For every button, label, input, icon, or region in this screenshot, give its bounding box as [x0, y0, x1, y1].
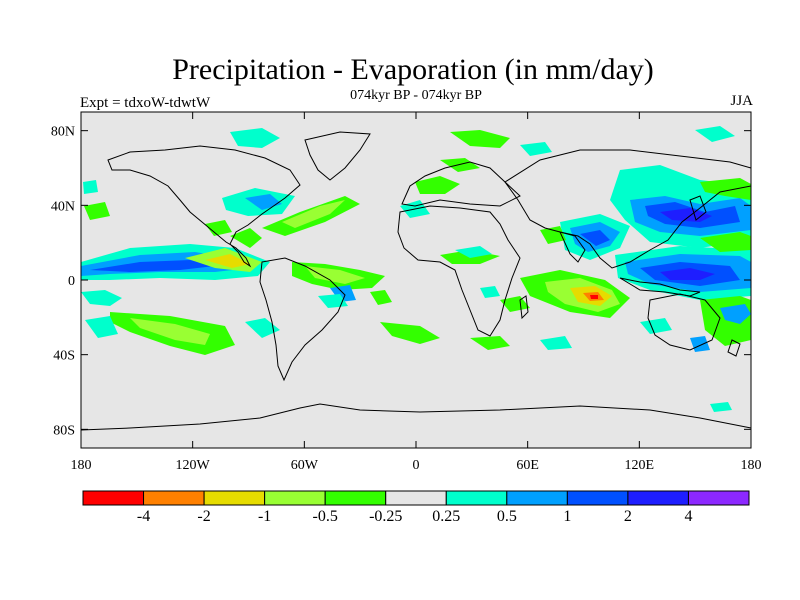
field-patch [540, 336, 572, 350]
coastline-madagascar [519, 295, 529, 320]
field-patch [380, 322, 440, 344]
plot-title: Precipitation - Evaporation (in mm/day) [172, 53, 654, 86]
colorbar-swatch [445, 490, 508, 506]
colorbar-label: -2 [197, 508, 210, 525]
field-patch [640, 318, 672, 334]
lon-tick-label: 60E [516, 458, 539, 473]
colorbar-label: 2 [624, 508, 632, 525]
field-patch [130, 318, 210, 345]
field-patch [540, 226, 566, 244]
field-patch [85, 316, 118, 338]
lat-tick-label: 0 [68, 274, 75, 289]
colorbar-swatch [687, 490, 750, 506]
lat-tick-label: 40S [53, 349, 75, 364]
colorbar-label: 0.5 [497, 508, 517, 525]
coastlines [80, 131, 752, 431]
colorbar-swatch [506, 490, 568, 506]
field-patch [282, 200, 345, 228]
season-label: JJA [730, 93, 753, 109]
colorbar-swatch [203, 490, 266, 506]
coastline-antarctica [80, 403, 752, 431]
field-patch [245, 318, 280, 338]
field-patch [205, 254, 250, 268]
lon-tick-label: 120E [625, 458, 655, 473]
lat-tick-label: 80N [51, 125, 75, 140]
field-patch [318, 294, 348, 308]
field-patch [700, 178, 751, 200]
field-patch [455, 246, 492, 258]
coastline-africa [397, 205, 521, 337]
coastline-indonesia [619, 277, 701, 297]
coastline-south-america [259, 257, 346, 382]
colorbar-swatch [264, 490, 326, 506]
field-patch [370, 290, 392, 305]
field-patch [710, 402, 732, 412]
coastline-asia [504, 149, 752, 269]
lat-tick-label: 40N [51, 199, 75, 214]
field-patch [590, 295, 598, 299]
field-patch [90, 260, 215, 272]
field-patch [520, 142, 552, 156]
lon-tick-label: 180 [741, 458, 762, 473]
field-patch [695, 126, 735, 142]
colorbar-swatch [385, 490, 447, 506]
field-patch [230, 228, 262, 248]
coastline-japan [689, 195, 707, 221]
field-patch [450, 130, 510, 148]
coastline-north-america [107, 145, 301, 268]
colorbar-label: -0.25 [369, 508, 402, 525]
lon-tick-label: 0 [413, 458, 420, 473]
colorbar-swatch [143, 490, 205, 506]
longitude-axis: 180 120W 60W 0 60E 120E 180 [71, 112, 762, 473]
lon-tick-label: 120W [176, 458, 211, 473]
coastline-india [559, 231, 586, 263]
field-patch [660, 268, 715, 280]
coastline-greenland [304, 131, 371, 181]
field-patch [700, 232, 751, 252]
latitude-axis: 80N 40N 0 40S 80S [51, 125, 751, 438]
plot-subtitle: 074kyr BP - 074kyr BP [350, 88, 482, 103]
lon-tick-label: 180 [71, 458, 92, 473]
colorbar-swatch [82, 490, 145, 506]
colorbar-label: -4 [137, 508, 150, 525]
field-patch [480, 286, 500, 298]
field-patch [305, 266, 365, 284]
field-patch [720, 304, 751, 324]
colorbar-label: 0.25 [432, 508, 460, 525]
field-patch [500, 296, 530, 312]
field-shading [81, 126, 751, 412]
field-patch [415, 176, 460, 194]
colorbar-label: -0.5 [313, 508, 338, 525]
field-patch [205, 220, 232, 236]
colorbar-swatch [324, 490, 387, 506]
colorbar-label: 4 [684, 508, 692, 525]
colorbar-swatch [627, 490, 689, 506]
field-patch [470, 336, 510, 350]
field-patch [580, 230, 610, 246]
lat-tick-label: 80S [53, 423, 75, 438]
colorbar: -4 -2 -1 -0.5 -0.25 0.25 0.5 1 2 4 [82, 490, 750, 525]
colorbar-swatch [566, 490, 629, 506]
field-patch [230, 128, 280, 148]
lon-tick-label: 60W [291, 458, 319, 473]
coastline-new-zealand [727, 339, 741, 357]
field-patch [660, 208, 712, 222]
field-patch [81, 290, 122, 306]
colorbar-label: 1 [563, 508, 571, 525]
colorbar-label: -1 [258, 508, 271, 525]
field-patch [83, 180, 98, 194]
experiment-label: Expt = tdxoW-tdwtW [80, 95, 211, 111]
coastline-australia [647, 293, 721, 351]
field-patch [84, 202, 110, 220]
